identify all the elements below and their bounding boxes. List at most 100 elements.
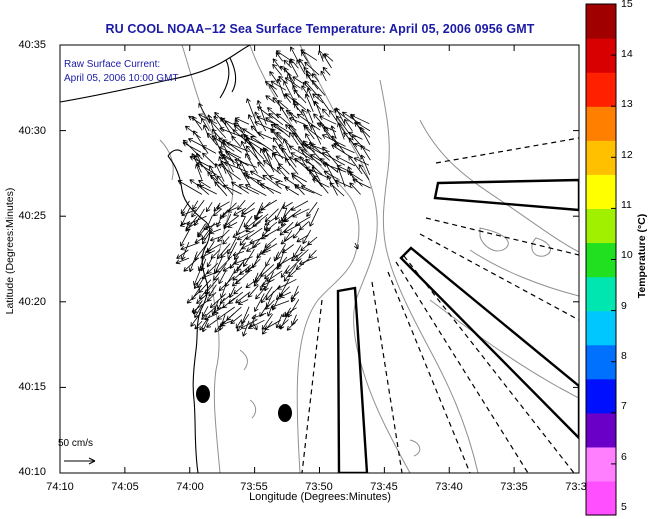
current-vector <box>191 298 210 313</box>
current-vector <box>245 277 259 289</box>
current-vector <box>214 181 228 197</box>
current-vector <box>246 98 257 124</box>
current-vector <box>245 153 258 174</box>
current-vector <box>223 184 242 195</box>
current-vector <box>205 243 221 253</box>
current-vector <box>265 257 271 267</box>
current-vector <box>192 116 203 131</box>
current-vector <box>275 180 290 188</box>
colorbar-tick: 15 <box>621 0 633 10</box>
colorbar-tick: 13 <box>621 98 633 110</box>
current-vector <box>186 290 201 304</box>
current-vector <box>231 135 242 148</box>
xtick-label: 73:35 <box>500 481 528 493</box>
xtick-label: 74:05 <box>111 481 139 493</box>
current-vector <box>216 297 225 310</box>
current-vector <box>279 291 292 298</box>
current-vector <box>290 46 299 62</box>
current-vector <box>182 139 203 160</box>
current-vector <box>296 234 309 243</box>
current-vector <box>269 71 279 84</box>
current-vector <box>301 108 313 131</box>
ytick-label: 40:30 <box>18 125 46 137</box>
current-vector <box>244 139 265 160</box>
current-vector <box>255 209 261 221</box>
current-vector <box>190 311 202 327</box>
current-vector <box>319 115 337 125</box>
colorbar-band <box>586 72 616 107</box>
current-vector <box>305 166 331 180</box>
current-vector <box>291 314 297 326</box>
current-vector <box>292 208 310 218</box>
current-vector <box>323 53 334 62</box>
current-vector <box>265 117 289 133</box>
current-vector <box>352 178 371 189</box>
current-vector <box>242 320 250 337</box>
xtick-label: 73:55 <box>240 481 268 493</box>
colorbar-tick: 5 <box>621 501 627 513</box>
colorbar-tick: 14 <box>621 48 633 60</box>
current-vector <box>245 227 263 240</box>
current-vector <box>288 60 299 77</box>
current-vector <box>262 174 282 189</box>
current-vector <box>201 271 218 280</box>
current-vector <box>233 286 243 295</box>
current-vector <box>247 114 258 133</box>
current-vector <box>294 157 314 176</box>
current-vector <box>196 291 211 304</box>
current-vector <box>219 127 244 138</box>
current-vector <box>216 201 230 210</box>
current-vector <box>213 262 227 281</box>
current-vector <box>273 251 280 262</box>
colorbar-band <box>586 276 616 312</box>
current-vector <box>218 270 227 285</box>
current-vector <box>237 299 249 305</box>
current-vector <box>344 118 353 132</box>
current-vector <box>180 228 191 247</box>
current-vector <box>275 50 293 62</box>
current-vector <box>285 109 298 119</box>
current-vector <box>231 278 242 287</box>
current-vector <box>235 319 243 329</box>
current-vector <box>209 174 225 188</box>
current-vector <box>302 229 312 245</box>
current-vector <box>334 179 353 189</box>
current-vector <box>322 53 332 69</box>
current-vector <box>222 154 234 173</box>
current-vector <box>192 200 199 210</box>
current-vector <box>237 199 246 211</box>
current-vector <box>313 175 329 194</box>
current-vector <box>201 117 210 132</box>
current-vector <box>353 242 359 250</box>
current-vector <box>264 319 281 330</box>
current-vector <box>242 128 257 138</box>
current-vector <box>202 124 210 139</box>
current-vector <box>201 145 217 154</box>
current-vector <box>264 237 277 248</box>
current-vector <box>322 146 339 166</box>
current-vector <box>245 221 261 233</box>
current-vector <box>292 98 306 111</box>
current-vector <box>300 185 322 197</box>
ytick-label: 40:20 <box>18 296 46 308</box>
current-vector <box>206 319 218 328</box>
current-vector <box>206 241 215 253</box>
current-vector <box>280 214 287 227</box>
xtick-label: 73:3 <box>565 481 587 493</box>
current-vector <box>249 170 266 181</box>
colorbar-band <box>586 378 616 414</box>
ytick-label: 40:35 <box>18 39 46 51</box>
current-vector <box>304 93 314 112</box>
current-vector <box>232 251 245 257</box>
current-vector <box>290 200 309 211</box>
current-vector <box>233 124 249 139</box>
xtick-label: 74:10 <box>46 481 74 493</box>
current-vector <box>283 80 293 99</box>
current-vector <box>180 242 199 251</box>
current-vector <box>202 306 209 318</box>
current-vector <box>223 215 240 228</box>
current-vector <box>253 272 265 287</box>
current-vector <box>300 243 310 252</box>
current-vector <box>188 251 198 273</box>
current-vector <box>232 271 243 281</box>
